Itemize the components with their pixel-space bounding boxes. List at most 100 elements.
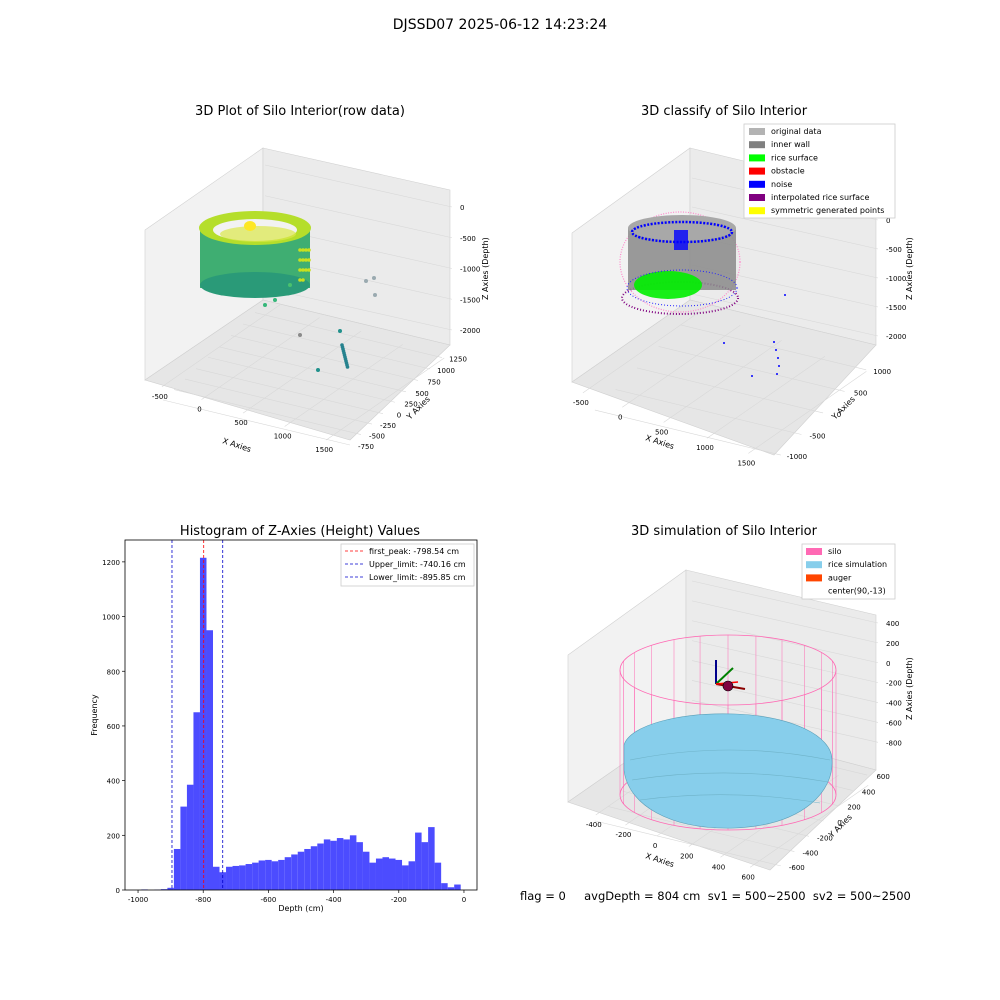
plot2-ytick: -500 xyxy=(810,433,826,441)
plot4-xtick: 400 xyxy=(712,863,725,871)
plot2-rice-surface xyxy=(634,271,702,299)
plot3-bar xyxy=(160,889,168,890)
plot3-ytick-label: 800 xyxy=(107,668,120,676)
plot2-legend-swatch xyxy=(749,207,765,215)
plot2-noise-point xyxy=(784,294,786,296)
plot2-ygrid xyxy=(658,346,845,392)
plot4-xlabel: X Axies xyxy=(644,851,675,869)
plot3-ytick-label: 1200 xyxy=(102,559,120,567)
plot3-bars xyxy=(141,557,461,890)
plot2-3d-axes: -500 0 500 1000 1500 -1000 -500 0 500 1000 0 -500 -1… xyxy=(571,123,914,467)
plot2-noise-ring xyxy=(626,269,738,307)
plot1-xtick: 500 xyxy=(234,419,247,427)
plot2-xtick: 1000 xyxy=(696,444,714,452)
plot4-ztick: -800 xyxy=(886,739,902,747)
plot1-ylabel: Y Axies xyxy=(404,395,432,423)
plot1-ygrid xyxy=(184,378,373,425)
plot3-ytick-label: 600 xyxy=(107,723,120,731)
plot2-legend-swatch xyxy=(749,167,765,175)
plot3-legend-label: Lower_limit: -895.85 cm xyxy=(369,573,466,582)
plot3-bar xyxy=(304,848,311,890)
plot2-ztick: -1500 xyxy=(886,304,906,312)
plot2-legend-label: interpolated rice surface xyxy=(771,193,869,202)
plot2-ztick: 0 xyxy=(886,217,890,225)
plot2-noise-point xyxy=(775,349,777,351)
plot2-legend-label: inner wall xyxy=(771,140,810,149)
plot2-legend-label: noise xyxy=(771,180,792,189)
plot4-legend-label: rice simulation xyxy=(828,560,887,569)
plot2-ylabel: Y Axies xyxy=(829,395,857,423)
plot3-ylabel: Frequency xyxy=(90,694,99,736)
plot3-bar xyxy=(330,840,337,890)
plot2-ygrid xyxy=(636,367,824,414)
plot1-outlier-point xyxy=(304,268,308,272)
plot4-title: 3D simulation of Silo Interior xyxy=(631,524,817,539)
plot4-ztick: -600 xyxy=(886,719,902,727)
plot1-ygrid xyxy=(254,312,443,358)
plot4-ytick: -200 xyxy=(817,834,833,842)
plot3-bar xyxy=(317,843,324,890)
plot1-title: 3D Plot of Silo Interior(row data) xyxy=(195,104,405,119)
plot4-ytick: 0 xyxy=(837,819,841,827)
plot1-outlier-point xyxy=(307,258,311,262)
plot3-bar xyxy=(343,839,350,890)
plot2-xgrid xyxy=(663,340,782,423)
plot1-zgrid xyxy=(264,287,453,331)
plot1-ygrid xyxy=(242,323,431,370)
plot3-xtick-label: -600 xyxy=(260,896,276,904)
plot2-floor-pane xyxy=(571,299,877,456)
plot1-outlier-point xyxy=(307,268,311,272)
plot1-ytick: 1250 xyxy=(449,356,467,364)
plot4-ytick: 600 xyxy=(876,773,889,781)
plot3-bar xyxy=(356,842,363,890)
plot2-noise-outliers xyxy=(723,294,786,377)
plot3-xtick-label: -200 xyxy=(391,896,407,904)
plot4-rice-texture xyxy=(629,749,831,804)
plot1-xtick: 1000 xyxy=(274,433,292,441)
plot2-ytick: -1000 xyxy=(787,453,807,461)
plot4-3d-axes: -400-2000200400600-600-400-2000200400600… xyxy=(567,543,914,881)
plot3-bar xyxy=(252,862,259,890)
plot2-noise-point xyxy=(773,341,775,343)
plot3-bar xyxy=(349,835,357,890)
plot1-outlier-point xyxy=(364,279,368,283)
plot2-inner-wall-top xyxy=(628,215,736,241)
plot1-floor-pane xyxy=(144,299,451,441)
plot2-noise-column xyxy=(674,230,688,250)
plot3-bar xyxy=(271,861,279,890)
plot2-ygrid xyxy=(680,324,867,371)
plot2-noise-point xyxy=(776,373,778,375)
plot2-ygrid xyxy=(594,409,781,456)
plot3-ytick-label: 0 xyxy=(116,887,120,895)
plot4-xtick: -400 xyxy=(586,821,602,829)
plot2-xgrid xyxy=(748,371,867,454)
plot2-legend-frame xyxy=(743,123,896,219)
plot4-zlabel: Z Axies (Depth) xyxy=(905,657,914,720)
plot1-outlier-points xyxy=(263,248,377,372)
plot3-bar xyxy=(232,865,240,890)
plot4-ytick: -400 xyxy=(802,850,818,858)
plot4-rice-surface xyxy=(623,713,833,829)
plot1-outlier-point xyxy=(298,278,302,282)
plot2-xgrid xyxy=(622,325,741,408)
plot1-outlier-point xyxy=(316,368,320,372)
plot1-ygrid xyxy=(230,335,419,381)
plot3-histogram: -1000 -800 -600 -400 -200 0 0 200 400 600 800 1000 1… xyxy=(90,539,478,913)
plot1-ztick: -1500 xyxy=(460,296,480,304)
plot4-xtick: 0 xyxy=(653,842,657,850)
plot1-xtick: -500 xyxy=(152,393,168,401)
plot2-xtick: 500 xyxy=(655,428,668,436)
plot3-legend-label: Upper_limit: -740.16 cm xyxy=(369,560,466,569)
plot1-ytick: 750 xyxy=(427,378,440,386)
plot1-xgrid xyxy=(284,344,403,427)
plot3-xtick-label: -800 xyxy=(195,896,211,904)
plot1-ztick: -2000 xyxy=(460,327,480,335)
plot1-outlier-point xyxy=(301,258,305,262)
plot1-outlier-point xyxy=(273,298,277,302)
plot3-bar xyxy=(167,887,174,890)
plot1-outlier-point xyxy=(307,248,311,252)
plot2-symmetric-outline xyxy=(619,211,741,313)
plot2-xtick: 1500 xyxy=(737,459,755,467)
